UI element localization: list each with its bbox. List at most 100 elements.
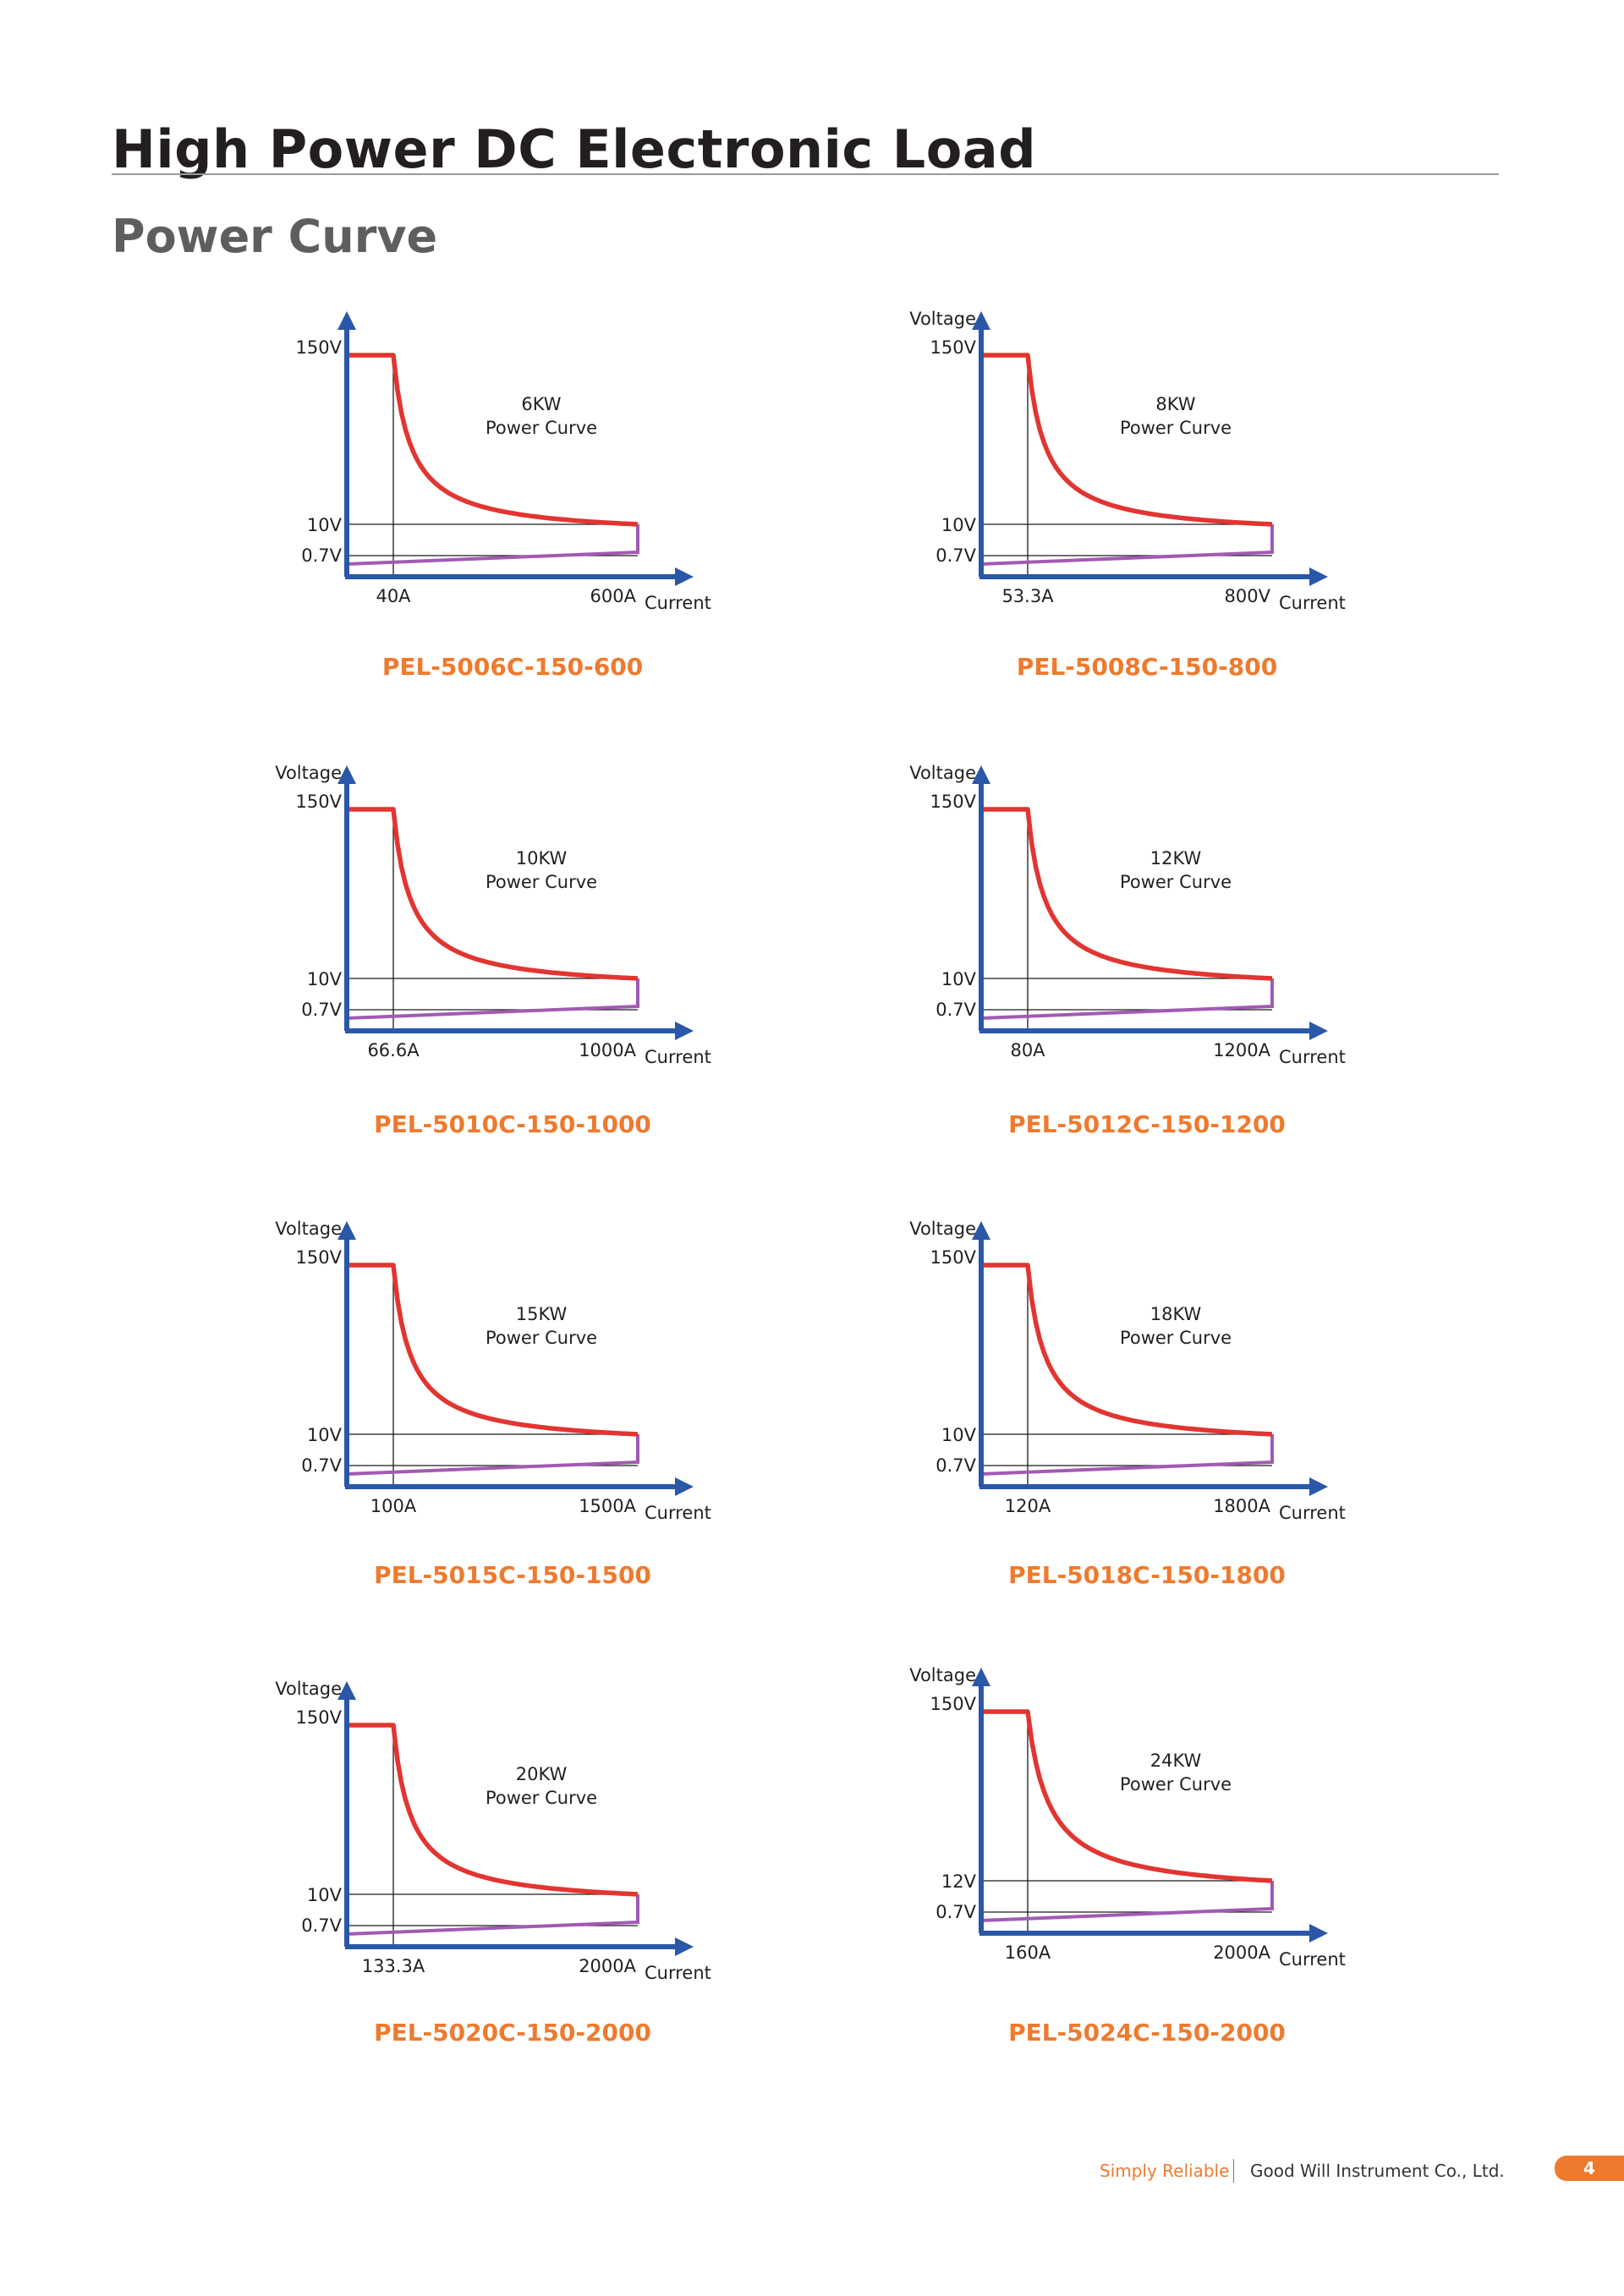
low-voltage-boundary-line: [346, 978, 639, 1020]
v-max-tick-label: 150V: [930, 337, 977, 358]
v-max-tick-label: 150V: [930, 792, 977, 812]
i-knee-tick-label: 160A: [1005, 1943, 1051, 1963]
v-max-tick-label: 150V: [296, 1247, 343, 1268]
i-max-tick-label: 2000A: [1213, 1943, 1270, 1963]
curve-power-rating: 15KW: [516, 1304, 568, 1324]
i-max-tick-label: 1500A: [579, 1496, 636, 1516]
footer-separator: [1233, 2159, 1234, 2183]
power-curve-chart: Voltage 150V 10V 0.7V 133.3A 2000A Current 20KW…: [275, 1679, 711, 1983]
y-axis-label: Voltage: [275, 1219, 342, 1239]
model-label: PEL-5008C-150-800: [1016, 653, 1278, 681]
model-label: PEL-5012C-150-1200: [1008, 1110, 1286, 1138]
low-voltage-boundary-line: [980, 1434, 1274, 1476]
power-curve-line: [981, 807, 1273, 981]
curve-title: Power Curve: [1120, 872, 1232, 892]
power-curve-chart: Voltage 150V 10V 0.7V 120A 1800A Current 18KW Po…: [909, 1219, 1346, 1523]
i-max-tick-label: 1800A: [1213, 1496, 1270, 1516]
i-knee-tick-label: 66.6A: [367, 1040, 420, 1060]
i-knee-tick-label: 80A: [1010, 1040, 1045, 1060]
i-max-tick-label: 600A: [590, 586, 637, 606]
v-min-tick-label: 0.7V: [301, 545, 342, 566]
low-voltage-boundary-line: [980, 978, 1274, 1020]
v-max-tick-label: 150V: [930, 1247, 977, 1268]
y-axis-arrow: [337, 765, 356, 784]
v-knee-tick-label: 10V: [307, 1885, 343, 1905]
x-axis-arrow: [1309, 567, 1328, 586]
x-axis-arrow: [675, 1937, 694, 1956]
y-axis-label: Voltage: [909, 763, 976, 783]
power-curve-chart: 150V 10V 0.7V 40A 600A Current 6KW Power Curve: [296, 311, 711, 613]
y-axis-arrow: [972, 311, 990, 330]
v-max-tick-label: 150V: [296, 792, 343, 812]
power-curve-line: [981, 353, 1273, 527]
curve-power-rating: 12KW: [1150, 848, 1202, 869]
y-axis-arrow: [972, 765, 990, 784]
v-min-tick-label: 0.7V: [301, 1455, 342, 1476]
i-knee-tick-label: 100A: [370, 1496, 417, 1516]
low-voltage-boundary-line: [346, 524, 639, 566]
curve-title: Power Curve: [486, 1328, 597, 1348]
x-axis-arrow: [1309, 1924, 1328, 1943]
model-label: PEL-5018C-150-1800: [1008, 1561, 1286, 1589]
model-label: PEL-5006C-150-600: [381, 653, 644, 681]
v-max-tick-label: 150V: [296, 337, 343, 358]
power-curve-chart: Voltage 150V 10V 0.7V 80A 1200A Current 12KW Pow…: [909, 763, 1346, 1067]
i-knee-tick-label: 53.3A: [1001, 586, 1054, 606]
power-curve-chart: Voltage 150V 12V 0.7V 160A 2000A Current 24KW Po…: [909, 1665, 1346, 1970]
curve-title: Power Curve: [1120, 418, 1232, 438]
x-axis-label: Current: [645, 1503, 711, 1523]
low-voltage-boundary-line: [980, 524, 1274, 566]
title-divider: [112, 173, 1499, 175]
x-axis-label: Current: [1279, 1503, 1346, 1523]
y-axis-label: Voltage: [909, 309, 976, 329]
y-axis-label: Voltage: [275, 763, 342, 783]
y-axis-arrow: [972, 1221, 990, 1240]
power-curve-line: [347, 807, 639, 981]
v-knee-tick-label: 10V: [307, 969, 343, 989]
v-knee-tick-label: 10V: [307, 1425, 343, 1445]
i-knee-tick-label: 133.3A: [362, 1956, 425, 1976]
v-min-tick-label: 0.7V: [935, 1902, 976, 1922]
v-max-tick-label: 150V: [296, 1707, 343, 1728]
y-axis-arrow: [972, 1668, 990, 1686]
page-title: High Power DC Electronic Load: [112, 118, 1037, 180]
curve-title: Power Curve: [1120, 1328, 1232, 1348]
curve-title: Power Curve: [1120, 1774, 1232, 1795]
power-curve-chart: Voltage 150V 10V 0.7V 66.6A 1000A Current 10KW P…: [275, 763, 711, 1067]
y-axis-label: Voltage: [909, 1665, 976, 1685]
v-knee-tick-label: 12V: [941, 1871, 977, 1892]
v-min-tick-label: 0.7V: [935, 545, 976, 566]
x-axis-arrow: [1309, 1022, 1328, 1040]
v-min-tick-label: 0.7V: [301, 1000, 342, 1020]
power-curve-line: [981, 1263, 1273, 1437]
x-axis-label: Current: [1279, 1949, 1346, 1970]
x-axis-label: Current: [1279, 593, 1346, 613]
v-knee-tick-label: 10V: [941, 515, 977, 535]
v-knee-tick-label: 10V: [307, 515, 343, 535]
i-max-tick-label: 2000A: [579, 1956, 636, 1976]
model-label: PEL-5020C-150-2000: [374, 2019, 651, 2047]
v-min-tick-label: 0.7V: [301, 1915, 342, 1936]
i-max-tick-label: 800V: [1225, 586, 1271, 606]
v-knee-tick-label: 10V: [941, 1425, 977, 1445]
x-axis-arrow: [1309, 1477, 1328, 1496]
curve-power-rating: 10KW: [516, 848, 568, 869]
v-min-tick-label: 0.7V: [935, 1455, 976, 1476]
page-number-badge: 4: [1555, 2156, 1624, 2181]
page-subtitle: Power Curve: [112, 210, 438, 263]
power-curve-line: [347, 353, 639, 527]
v-max-tick-label: 150V: [930, 1694, 977, 1714]
i-max-tick-label: 1200A: [1213, 1040, 1270, 1060]
model-label: PEL-5015C-150-1500: [374, 1561, 651, 1589]
power-curve-chart: Voltage 150V 10V 0.7V 100A 1500A Current 15KW Po…: [275, 1219, 711, 1523]
curve-title: Power Curve: [486, 872, 597, 892]
curve-power-rating: 20KW: [516, 1764, 568, 1784]
x-axis-arrow: [675, 1022, 694, 1040]
curve-power-rating: 8KW: [1155, 394, 1195, 414]
y-axis-label: Voltage: [275, 1679, 342, 1699]
x-axis-label: Current: [645, 1963, 711, 1983]
y-axis-arrow: [337, 1681, 356, 1700]
curve-power-rating: 18KW: [1150, 1304, 1202, 1324]
y-axis-arrow: [337, 1221, 356, 1240]
power-curve-line: [981, 1709, 1273, 1883]
